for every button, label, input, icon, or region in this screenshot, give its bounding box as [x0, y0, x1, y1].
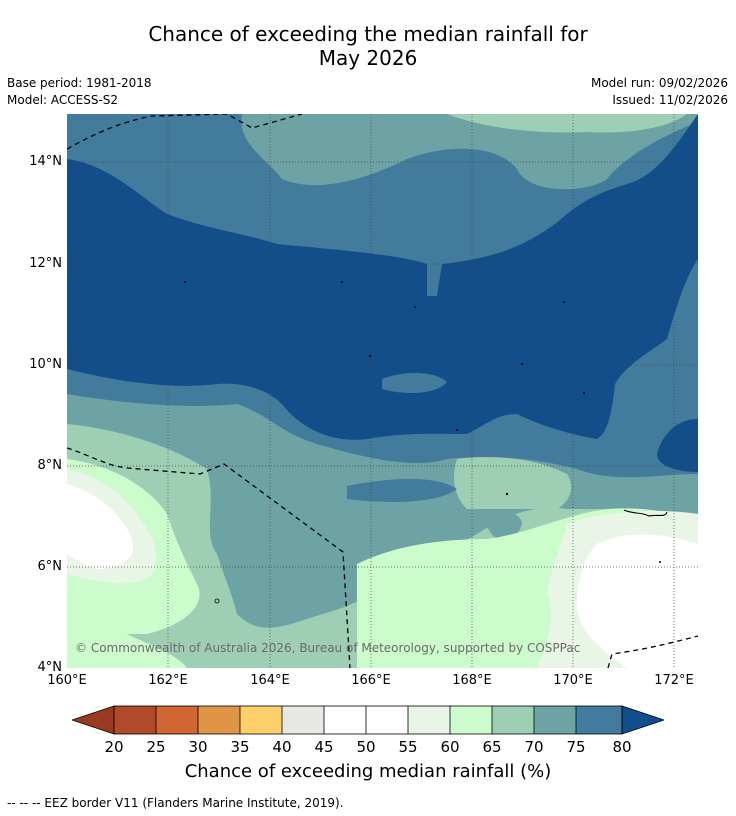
map-band-above-80	[67, 114, 698, 440]
colorbar-swatch	[324, 706, 366, 734]
colorbar-label-60: 60	[440, 738, 460, 756]
lat-label-14n: 14°N	[29, 154, 62, 169]
lat-label-8n: 8°N	[37, 458, 63, 473]
island-marker	[563, 301, 565, 303]
title-line-2: May 2026	[318, 46, 418, 70]
island-marker	[521, 363, 523, 365]
colorbar-svg	[70, 705, 666, 735]
lon-label-160e: 160°E	[47, 673, 87, 688]
lat-label-10n: 10°N	[29, 357, 62, 372]
colorbar-label-65: 65	[482, 738, 502, 756]
colorbar-label-50: 50	[356, 738, 376, 756]
island-marker	[369, 355, 371, 357]
lon-label-168e: 168°E	[452, 673, 492, 688]
colorbar-title: Chance of exceeding median rainfall (%)	[184, 761, 552, 782]
colorbar-label-25: 25	[146, 738, 166, 756]
lat-label-6n: 6°N	[37, 559, 63, 574]
lon-label-166e: 166°E	[351, 673, 391, 688]
island-marker	[583, 392, 585, 394]
colorbar-label-75: 75	[566, 738, 586, 756]
island-marker	[505, 492, 509, 496]
colorbar-swatch	[534, 706, 576, 734]
metadata-right: Model run: 09/02/2026 Issued: 11/02/2026	[591, 75, 728, 109]
lat-label-12n: 12°N	[29, 256, 62, 271]
island-marker	[214, 598, 220, 604]
lon-label-162e: 162°E	[148, 673, 188, 688]
lon-label-164e: 164°E	[250, 673, 290, 688]
colorbar-swatch	[366, 706, 408, 734]
model-run: Model run: 09/02/2026	[590, 76, 728, 90]
eez-border-north	[67, 114, 303, 150]
island-marker	[414, 306, 416, 308]
island-marker	[184, 281, 186, 283]
colorbar-swatch	[408, 706, 450, 734]
colorbar-extend-low	[70, 705, 115, 735]
island-chain	[623, 509, 668, 517]
colorbar-outline	[113, 705, 623, 735]
map-band-65-70-mid	[454, 457, 572, 509]
colorbar-swatch	[240, 706, 282, 734]
model-name: Model: ACCESS-S2	[7, 93, 119, 107]
eez-border-southeast	[607, 635, 698, 668]
title-line-1: Chance of exceeding the median rainfall …	[148, 22, 588, 46]
colorbar-label-70: 70	[524, 738, 544, 756]
graticule	[67, 114, 698, 668]
copyright-notice: © Commonwealth of Australia 2026, Bureau…	[75, 641, 581, 655]
colorbar-label-40: 40	[272, 738, 292, 756]
map-inlay-70-75-mid	[486, 512, 522, 541]
eez-border-west	[67, 447, 351, 668]
colorbar-swatch	[156, 706, 198, 734]
colorbar-label-30: 30	[188, 738, 208, 756]
map-band-above-80-east	[657, 419, 698, 472]
lon-label-170e: 170°E	[553, 673, 593, 688]
colorbar-extend-high	[621, 705, 666, 735]
colorbar-swatch	[492, 706, 534, 734]
island-marker	[456, 429, 458, 431]
colorbar-swatch	[114, 706, 156, 734]
colorbar-label-80: 80	[612, 738, 632, 756]
eez-legend-note: -- -- -- EEZ border V11 (Flanders Marine…	[7, 796, 344, 810]
colorbar-swatch	[282, 706, 324, 734]
island-marker	[341, 281, 343, 283]
map-band-70-75-north	[217, 114, 698, 190]
lon-label-172e: 172°E	[654, 673, 694, 688]
colorbar	[70, 704, 666, 740]
colorbar-swatch	[576, 706, 622, 734]
islands	[184, 281, 668, 604]
rainfall-map	[67, 114, 698, 668]
colorbar-label-20: 20	[104, 738, 124, 756]
map-band-60-65-west	[67, 614, 187, 668]
eez-borders	[67, 114, 698, 668]
colorbar-label-45: 45	[314, 738, 334, 756]
island-marker	[659, 561, 661, 563]
issued-date: Issued: 11/02/2026	[612, 93, 728, 107]
chart-title: Chance of exceeding the median rainfall …	[0, 22, 736, 70]
metadata-left: Base period: 1981-2018 Model: ACCESS-S2	[7, 75, 152, 109]
colorbar-label-35: 35	[230, 738, 250, 756]
map-band-65-70-north	[447, 114, 687, 133]
colorbar-swatch	[198, 706, 240, 734]
colorbar-swatch	[450, 706, 492, 734]
map-svg	[67, 114, 698, 668]
map-band-45-55-west	[67, 484, 133, 569]
base-period: Base period: 1981-2018	[7, 76, 152, 90]
map-inlay-75-80	[382, 372, 447, 394]
colorbar-label-55: 55	[398, 738, 418, 756]
map-inlay-75-80-mid	[347, 478, 457, 502]
map-band-45-55-east	[577, 534, 698, 668]
lat-label-4n: 4°N	[37, 660, 63, 675]
